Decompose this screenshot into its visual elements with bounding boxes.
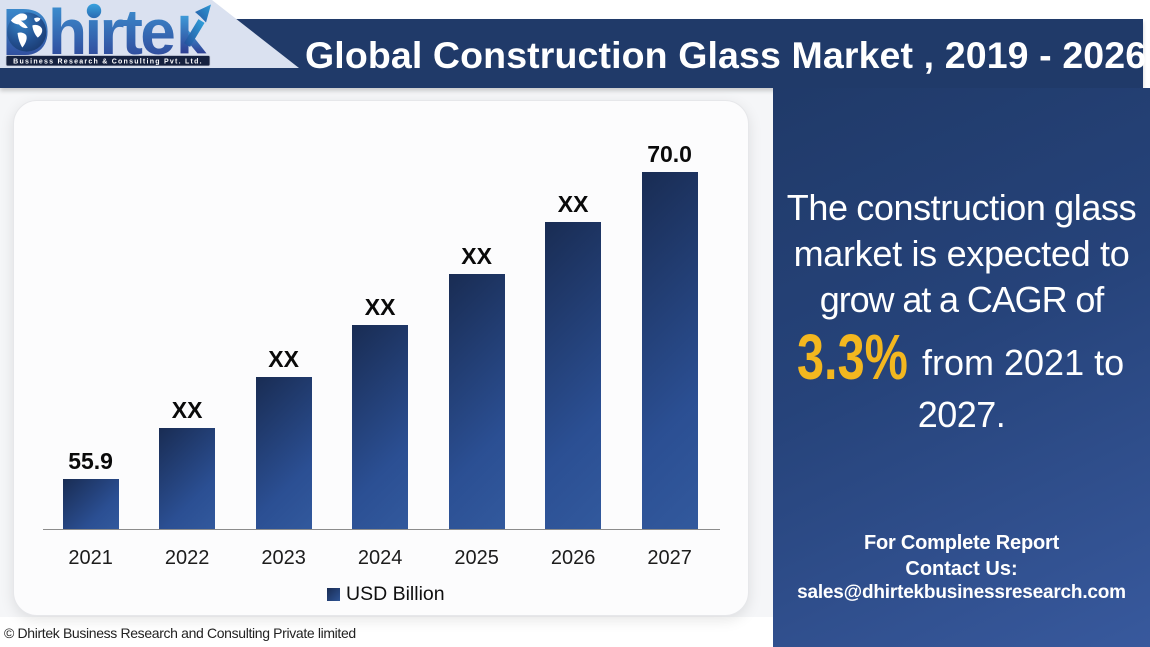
svg-text:Business Research & Consulting: Business Research & Consulting Pvt. Ltd. [13,59,203,66]
